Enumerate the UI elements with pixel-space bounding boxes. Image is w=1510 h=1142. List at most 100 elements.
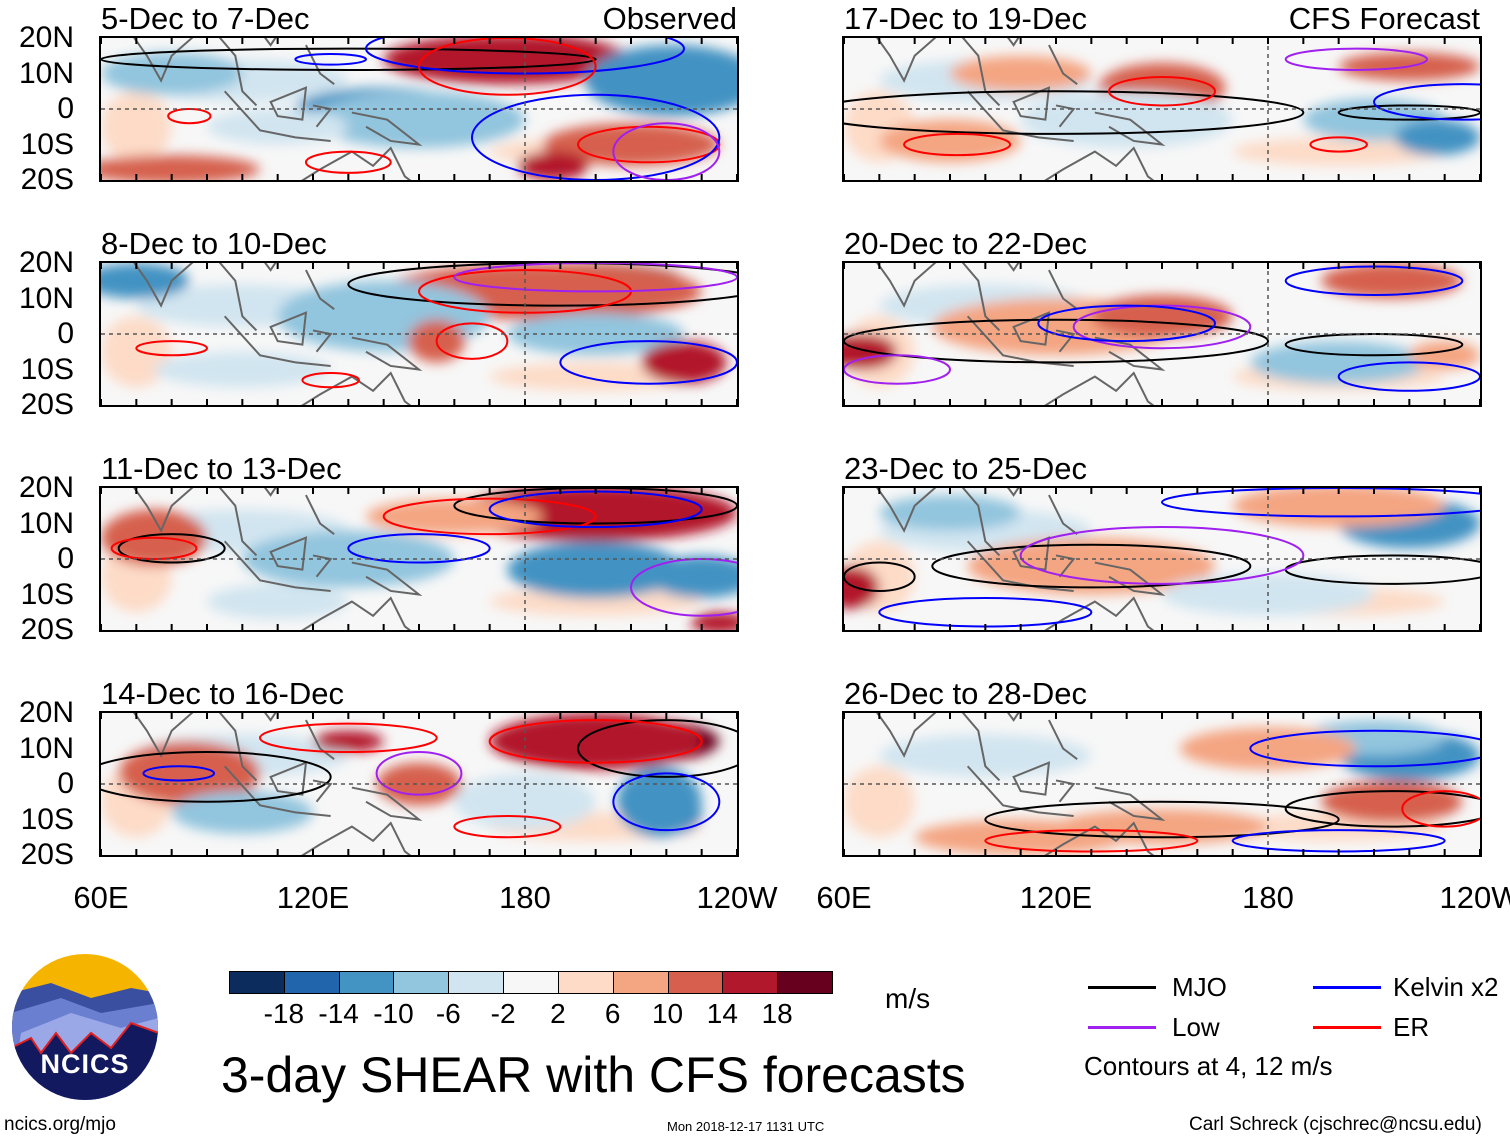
shear-map-panel <box>99 711 739 857</box>
colorbar-swatch <box>448 971 505 994</box>
shear-map-panel <box>842 261 1482 407</box>
colorbar-swatch <box>612 971 669 994</box>
shear-anomaly-area <box>507 541 684 599</box>
wave-contour <box>1401 790 1480 828</box>
ncics-logo: NCICS <box>11 953 159 1101</box>
wave-contour <box>559 340 737 385</box>
footer-credit: Carl Schreck (cjschrec@ncsu.edu) <box>1189 1114 1482 1135</box>
wave-contour <box>878 597 1093 628</box>
wave-contour <box>294 52 368 66</box>
latitude-label: 10S <box>20 352 74 386</box>
shear-anomaly-area <box>1250 341 1427 384</box>
shear-map-panel <box>99 486 739 632</box>
wave-contour <box>1249 729 1480 768</box>
logo-text: NCICS <box>40 1049 130 1079</box>
colorbar-label: 2 <box>550 998 566 1029</box>
wave-contour <box>1019 526 1305 585</box>
colorbar-label: 6 <box>604 998 621 1029</box>
panel-source-label: Observed <box>602 1 737 36</box>
shear-map-panel <box>99 261 739 407</box>
shear-anomaly-area <box>1321 780 1463 824</box>
wave-contour <box>110 536 198 560</box>
shear-anomaly-area <box>507 312 684 356</box>
longitude-label: 120W <box>1439 880 1510 915</box>
legend-line-mjo <box>1088 986 1156 989</box>
colorbar-label: -14 <box>318 998 359 1029</box>
colorbar-label: -18 <box>263 998 305 1029</box>
latitude-label: 10S <box>20 802 74 836</box>
wave-contour <box>375 751 463 796</box>
latitude-label: 20N <box>18 471 74 504</box>
colorbar-units: m/s <box>885 983 931 1014</box>
panel-title: 20-Dec to 22-Dec <box>844 226 1087 261</box>
colorbar-label: -6 <box>435 998 461 1029</box>
latitude-label: 10N <box>18 56 74 90</box>
shear-map-panel <box>842 711 1482 857</box>
colorbar-swatch <box>338 971 395 994</box>
latitude-label: 10S <box>20 127 74 161</box>
shear-map-panel <box>842 486 1482 632</box>
wave-contour <box>1284 790 1480 828</box>
wave-contour <box>135 340 208 357</box>
legend-label-mjo: MJO <box>1172 972 1227 1002</box>
wave-contour <box>117 533 226 564</box>
shear-anomaly-area <box>207 583 349 620</box>
shear-anomaly-area <box>950 55 1092 92</box>
shear-anomaly-area <box>489 587 702 616</box>
shear-anomaly-area <box>489 713 702 770</box>
colorbar-label: -2 <box>490 998 516 1029</box>
wave-contour <box>453 814 562 839</box>
shear-anomaly-area <box>242 530 455 588</box>
shear-anomaly-area <box>101 52 243 95</box>
panel-source-label: CFS Forecast <box>1288 1 1480 36</box>
wave-contour <box>1037 304 1216 343</box>
panel-title: 11-Dec to 13-Dec <box>101 451 342 486</box>
contour-note: Contours at 4, 12 m/s <box>1084 1051 1333 1081</box>
wave-contour <box>844 354 951 385</box>
wave-contour <box>259 722 438 754</box>
coastline <box>133 713 423 855</box>
shear-anomaly-area <box>1232 488 1445 528</box>
wave-contour <box>1373 83 1480 121</box>
latitude-label: 0 <box>57 767 74 800</box>
colorbar-swatch <box>229 971 285 994</box>
wave-contour <box>1309 136 1368 153</box>
legend-line-low <box>1088 1026 1156 1029</box>
shear-anomaly-area <box>207 109 349 145</box>
wave-contour <box>1161 488 1480 518</box>
shear-anomaly-area <box>1091 294 1233 338</box>
shear-anomaly-area <box>879 495 1021 531</box>
footer-timestamp: Mon 2018-12-17 1131 UTC <box>667 1119 825 1134</box>
shear-anomaly-area <box>648 555 737 599</box>
shear-anomaly-area <box>641 341 727 384</box>
latitude-label: 20N <box>18 246 74 279</box>
longitude-label: 60E <box>816 880 872 915</box>
longitude-label: 180 <box>499 880 551 915</box>
legend-label-low: Low <box>1172 1012 1220 1042</box>
colorbar-label: 14 <box>706 998 738 1029</box>
latitude-label: 10N <box>18 731 74 765</box>
latitude-label: 10S <box>20 577 74 611</box>
shear-anomaly-area <box>517 151 589 180</box>
legend-line-kelvin <box>1313 986 1381 989</box>
shear-anomaly-area <box>1321 263 1463 299</box>
shear-anomaly-area <box>844 766 915 838</box>
wave-contour <box>101 47 597 71</box>
footer-url[interactable]: ncics.org/mjo <box>4 1114 116 1135</box>
figure-title: 3-day SHEAR with CFS forecasts <box>221 1047 966 1103</box>
wave-contour <box>577 719 737 778</box>
colorbar-swatch <box>393 971 450 994</box>
colorbar-label: -10 <box>373 998 414 1029</box>
shear-anomaly-area <box>967 537 1215 595</box>
legend-label-kelvin: Kelvin x2 <box>1393 972 1499 1002</box>
colorbar-label: 10 <box>651 998 684 1029</box>
shear-anomaly-area <box>101 91 172 163</box>
longitude-label: 60E <box>73 880 129 915</box>
wave-contour <box>418 38 597 96</box>
shear-anomaly-area <box>313 91 525 149</box>
longitude-label: 120E <box>276 880 350 915</box>
legend-line-er <box>1313 1026 1381 1029</box>
legend-label-er: ER <box>1393 1012 1430 1042</box>
longitude-label: 120E <box>1019 880 1093 915</box>
